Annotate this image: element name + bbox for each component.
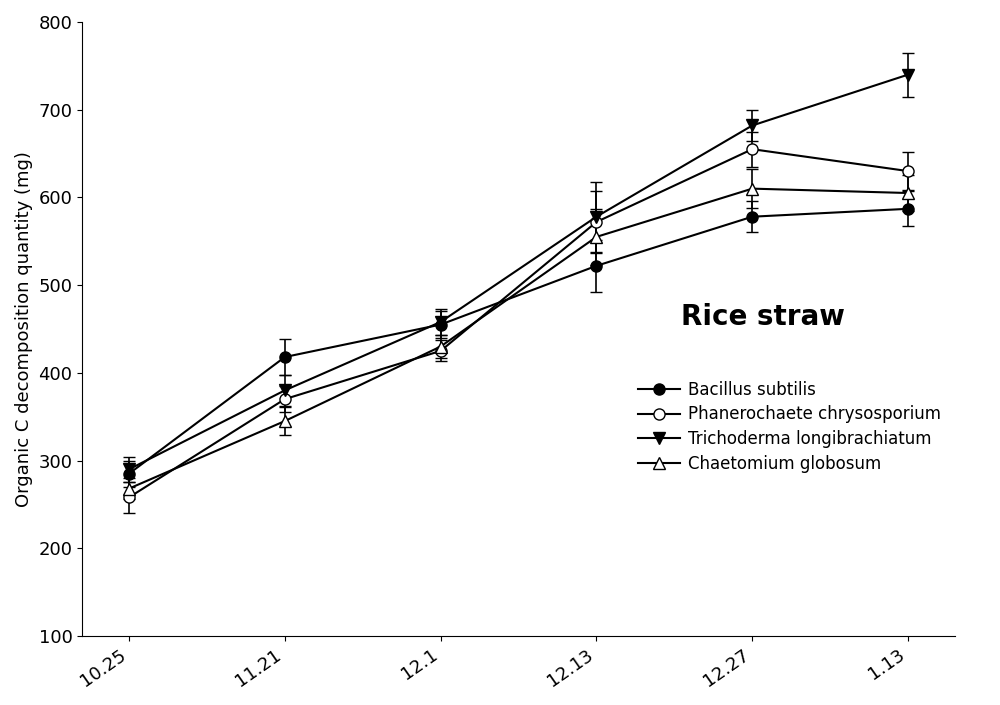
Y-axis label: Organic C decomposition quantity (mg): Organic C decomposition quantity (mg): [15, 151, 33, 507]
Legend: Bacillus subtilis, Phanerochaete chrysosporium, Trichoderma longibrachiatum, Cha: Bacillus subtilis, Phanerochaete chrysos…: [632, 374, 948, 479]
Text: Rice straw: Rice straw: [681, 302, 845, 331]
